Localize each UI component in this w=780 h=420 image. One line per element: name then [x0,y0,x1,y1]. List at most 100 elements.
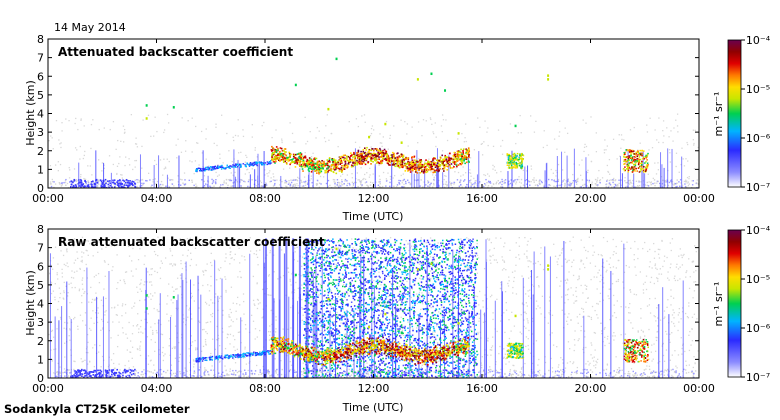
cloud-cell [454,157,457,159]
noise-cell [405,246,407,249]
noise-cell [644,241,646,244]
cloud-cell [270,162,272,164]
surface-cell [330,186,333,188]
noise-cell [289,122,291,124]
cloud-cell [441,154,444,157]
cloud-cell [231,166,233,168]
cloud-cell [337,161,339,164]
noise-cell [537,260,539,263]
noise-cell [501,153,504,155]
noise-cell [256,336,258,338]
noise-cell [139,345,141,347]
cloud-cell [380,156,383,158]
cloud-cell [343,168,346,170]
noise-cell [191,151,193,153]
cloud-cell [352,161,355,164]
noise-cell [476,272,479,274]
panel-raw: 00:00 04:00 08:00 12:00 16:00 20:00 00:0001234… [24,223,715,414]
cloud-cell [401,162,404,164]
noise-cell [441,114,444,116]
noise-cell [190,376,192,378]
noise-cell [375,332,377,334]
noise-cell [160,333,162,335]
cloud-cell [626,163,629,166]
noise-cell [132,168,134,171]
cloud-cell [510,158,512,161]
cloud-cell [443,167,446,170]
surface-cell [501,180,504,183]
axis-ticks: 00:00 04:00 08:00 12:00 16:00 20:00 00:0001234… [32,33,715,205]
noise-cell [663,135,665,137]
noise-cell [656,268,658,271]
cloud-cell [512,166,515,169]
noise-cell [140,290,143,292]
noise-cell [432,131,434,133]
noise-cell [210,352,212,355]
cloud-cell [516,164,518,167]
cloud-cell [381,157,384,159]
cloud-cell [463,160,465,162]
surface-cell [529,184,531,186]
surface-cell [260,186,263,188]
cloud-cell [640,169,642,171]
surface-cell [143,182,145,185]
cloud-cell [363,147,366,150]
cloud-cell [514,157,516,160]
surface-cell [459,181,461,184]
noise-cell [575,286,577,289]
surface-cell [359,183,362,185]
noise-cell [521,275,523,277]
cloud-cell [260,162,263,165]
cloud-cell [423,170,426,173]
cloud-cell [434,169,436,172]
cloud-cell [298,156,300,158]
noise-cell [539,307,541,309]
cloud-cell [515,167,518,169]
surface-cell [497,183,500,185]
noise-cell [232,302,234,304]
cloud-cell [220,168,223,170]
noise-cell [285,185,287,187]
noise-cell [128,255,131,257]
noise-cell [488,250,490,252]
cloud-cell [376,149,378,152]
noise-cell [422,343,425,345]
surface-cell [274,179,276,182]
noise-cell [183,172,186,174]
surface-cell [285,182,288,184]
cloud-cell [329,169,331,171]
noise-cell [651,360,653,362]
surface-cell [679,179,682,181]
noise-cell [625,185,627,188]
cloud-cell [645,161,647,163]
noise-cell [58,139,60,141]
cloud-cell [439,164,442,166]
surface-cell [676,179,678,181]
noise-cell [357,309,359,311]
cloud-cell [235,163,237,165]
noise-cell [191,295,193,297]
cloud-cell [212,166,215,168]
noise-cell [319,283,322,286]
cloud-cell [360,156,363,158]
noise-cell [221,114,223,116]
noise-cell [554,186,557,188]
noise-cell [538,358,540,361]
blob-cell [104,178,107,181]
surface-cell [90,181,92,183]
surface-cell [95,186,98,188]
noise-cell [90,123,93,126]
cloud-cell [443,165,445,168]
surface-cell [378,181,380,183]
noise-cell [154,159,156,162]
noise-cell [166,313,168,315]
noise-cell [435,278,438,281]
noise-cell [585,122,587,124]
cloud-cell [400,153,403,156]
blob-cell [109,182,112,185]
noise-cell [442,119,445,121]
noise-cell [104,311,106,313]
surface-cell [292,179,294,182]
surface-cell [191,181,193,183]
cloud-cell [356,154,358,157]
